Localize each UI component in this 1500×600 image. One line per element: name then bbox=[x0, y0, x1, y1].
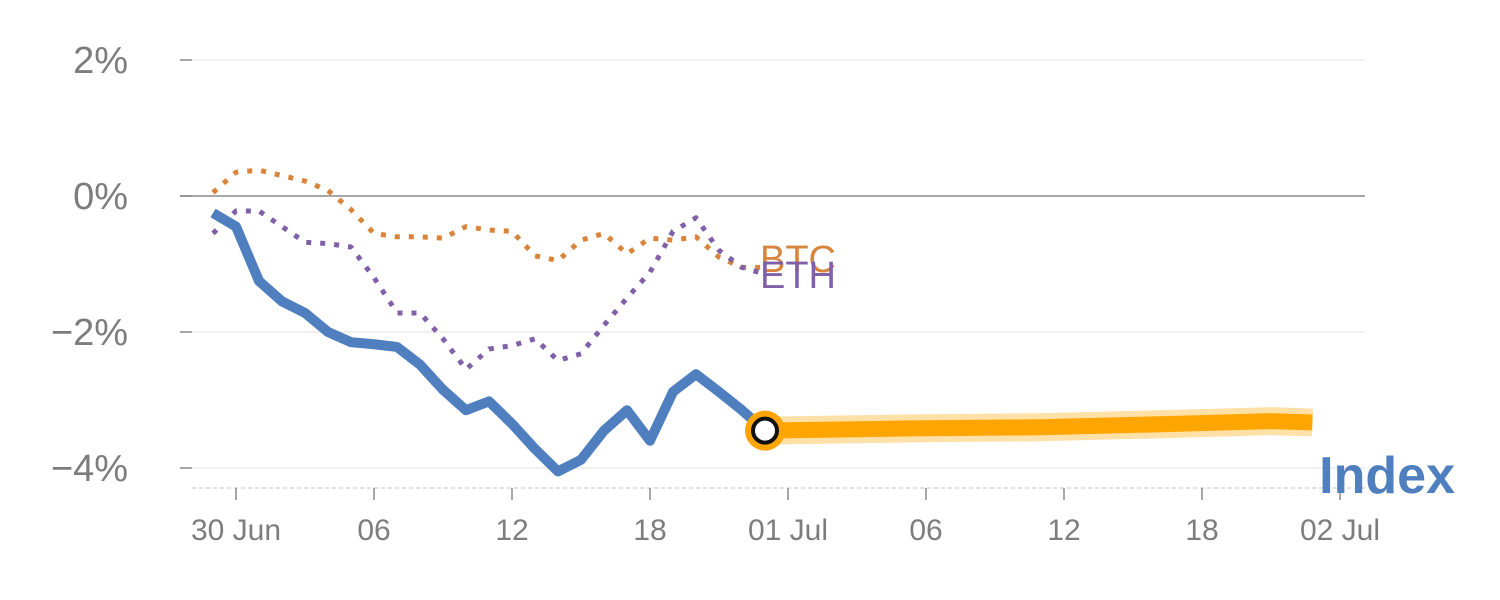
series-label-btc: BTC bbox=[760, 239, 836, 281]
series-label-index: Index bbox=[1319, 447, 1455, 505]
x-tick-label: 12 bbox=[495, 514, 528, 547]
x-tick-label: 18 bbox=[633, 514, 666, 547]
y-tick-label: −2% bbox=[51, 312, 128, 354]
x-tick-label: 01 Jul bbox=[748, 514, 828, 547]
series-line-btc bbox=[211, 167, 765, 270]
current-point-marker bbox=[751, 416, 779, 445]
x-tick-label: 12 bbox=[1047, 514, 1080, 547]
x-tick-label: 30 Jun bbox=[191, 514, 281, 547]
series-line-index bbox=[210, 208, 769, 477]
y-tick-label: −4% bbox=[51, 448, 128, 490]
series-line-eth bbox=[211, 208, 766, 372]
series-label-eth: ETH bbox=[760, 255, 836, 297]
series-layer bbox=[210, 167, 1313, 477]
x-tick-label: 06 bbox=[357, 514, 390, 547]
grid-layer bbox=[180, 59, 1365, 469]
forecast-band-core bbox=[764, 413, 1313, 439]
x-tick-label: 18 bbox=[1185, 514, 1218, 547]
x-tick-label: 06 bbox=[909, 514, 942, 547]
x-tick-label: 02 Jul bbox=[1300, 514, 1380, 547]
y-tick-label: 0% bbox=[73, 176, 128, 218]
y-tick-label: 2% bbox=[73, 40, 128, 82]
axis-layer: 2% 0% −2% −4% 30 Jun 06 12 18 01 Jul 06 12 18 02 Jul bbox=[51, 40, 1380, 547]
